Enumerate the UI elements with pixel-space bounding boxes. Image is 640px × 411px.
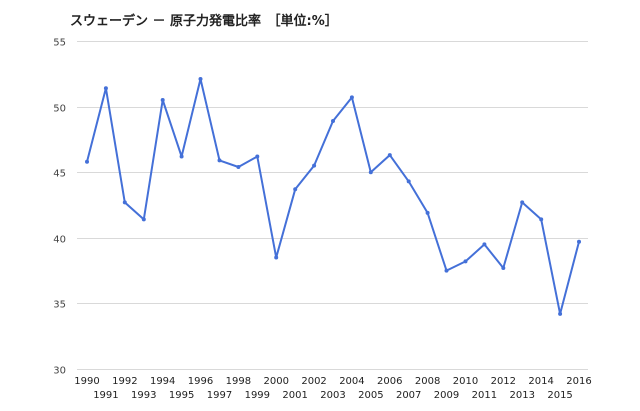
- data-point: [103, 86, 108, 91]
- data-point: [349, 95, 354, 100]
- x-tick-label: 1998: [226, 376, 251, 387]
- y-tick-label: 35: [53, 300, 66, 311]
- data-point: [425, 210, 430, 215]
- x-tick-label: 2011: [472, 390, 497, 401]
- data-point: [236, 165, 241, 169]
- y-tick-label: 30: [53, 366, 66, 377]
- x-tick-label: 1992: [112, 376, 137, 387]
- data-point: [539, 217, 544, 222]
- x-tick-label: 2010: [453, 376, 478, 387]
- x-tick-label: 1996: [188, 376, 213, 387]
- x-tick-label: 2003: [320, 390, 345, 401]
- x-tick-label: 1995: [169, 390, 194, 401]
- x-tick-label: 2015: [547, 390, 572, 401]
- data-point: [160, 98, 165, 102]
- x-tick-label: 2014: [528, 376, 553, 387]
- data-point: [331, 119, 335, 123]
- data-point: [520, 200, 525, 205]
- x-tick-label: 2002: [301, 376, 326, 387]
- x-tick-label: 2001: [282, 390, 307, 401]
- data-point: [122, 200, 127, 205]
- x-tick-label: 1997: [207, 390, 232, 401]
- x-axis: 1990 1991 1992 1993 1994 1995 1996 1997 1998 1999…: [74, 376, 591, 401]
- data-point: [255, 154, 260, 159]
- x-tick-label: 2000: [264, 376, 289, 387]
- data-point: [558, 311, 563, 316]
- x-tick-label: 1991: [93, 390, 118, 401]
- x-tick-label: 2008: [415, 376, 440, 387]
- data-point: [85, 159, 89, 164]
- grid-lines: [77, 41, 588, 370]
- data-point: [577, 239, 581, 244]
- x-tick-label: 2013: [510, 390, 535, 401]
- x-tick-label: 2016: [566, 376, 591, 387]
- y-tick-label: 45: [53, 169, 66, 180]
- x-tick-label: 2009: [434, 390, 459, 401]
- data-point: [274, 255, 279, 260]
- data-point: [141, 217, 146, 222]
- data-point: [482, 242, 487, 247]
- series-line: [86, 78, 580, 315]
- data-point: [179, 154, 184, 159]
- data-point: [312, 163, 317, 168]
- y-tick-label: 50: [53, 104, 66, 115]
- x-tick-label: 1993: [131, 390, 156, 401]
- data-point: [368, 170, 373, 175]
- data-point: [198, 77, 203, 81]
- chart-title: スウェーデン － 原子力発電比率 ［単位:%］: [70, 14, 338, 29]
- x-tick-label: 2006: [377, 376, 402, 387]
- data-point: [444, 268, 449, 273]
- x-tick-label: 2005: [358, 390, 383, 401]
- data-point: [406, 179, 411, 184]
- y-tick-label: 55: [53, 38, 66, 49]
- x-tick-label: 1999: [245, 390, 270, 401]
- series-layer: [85, 77, 581, 316]
- x-tick-label: 2007: [396, 390, 421, 401]
- data-point: [217, 158, 222, 163]
- x-tick-label: 2004: [339, 376, 364, 387]
- y-tick-label: 40: [53, 235, 66, 246]
- x-tick-label: 2012: [491, 376, 516, 387]
- x-tick-label: 1994: [150, 376, 175, 387]
- data-point: [501, 266, 506, 270]
- data-point: [463, 259, 468, 264]
- y-axis: 30 35 40 45 50 55: [53, 38, 66, 377]
- data-point: [293, 187, 298, 192]
- data-point: [387, 153, 392, 158]
- x-tick-label: 1990: [74, 376, 99, 387]
